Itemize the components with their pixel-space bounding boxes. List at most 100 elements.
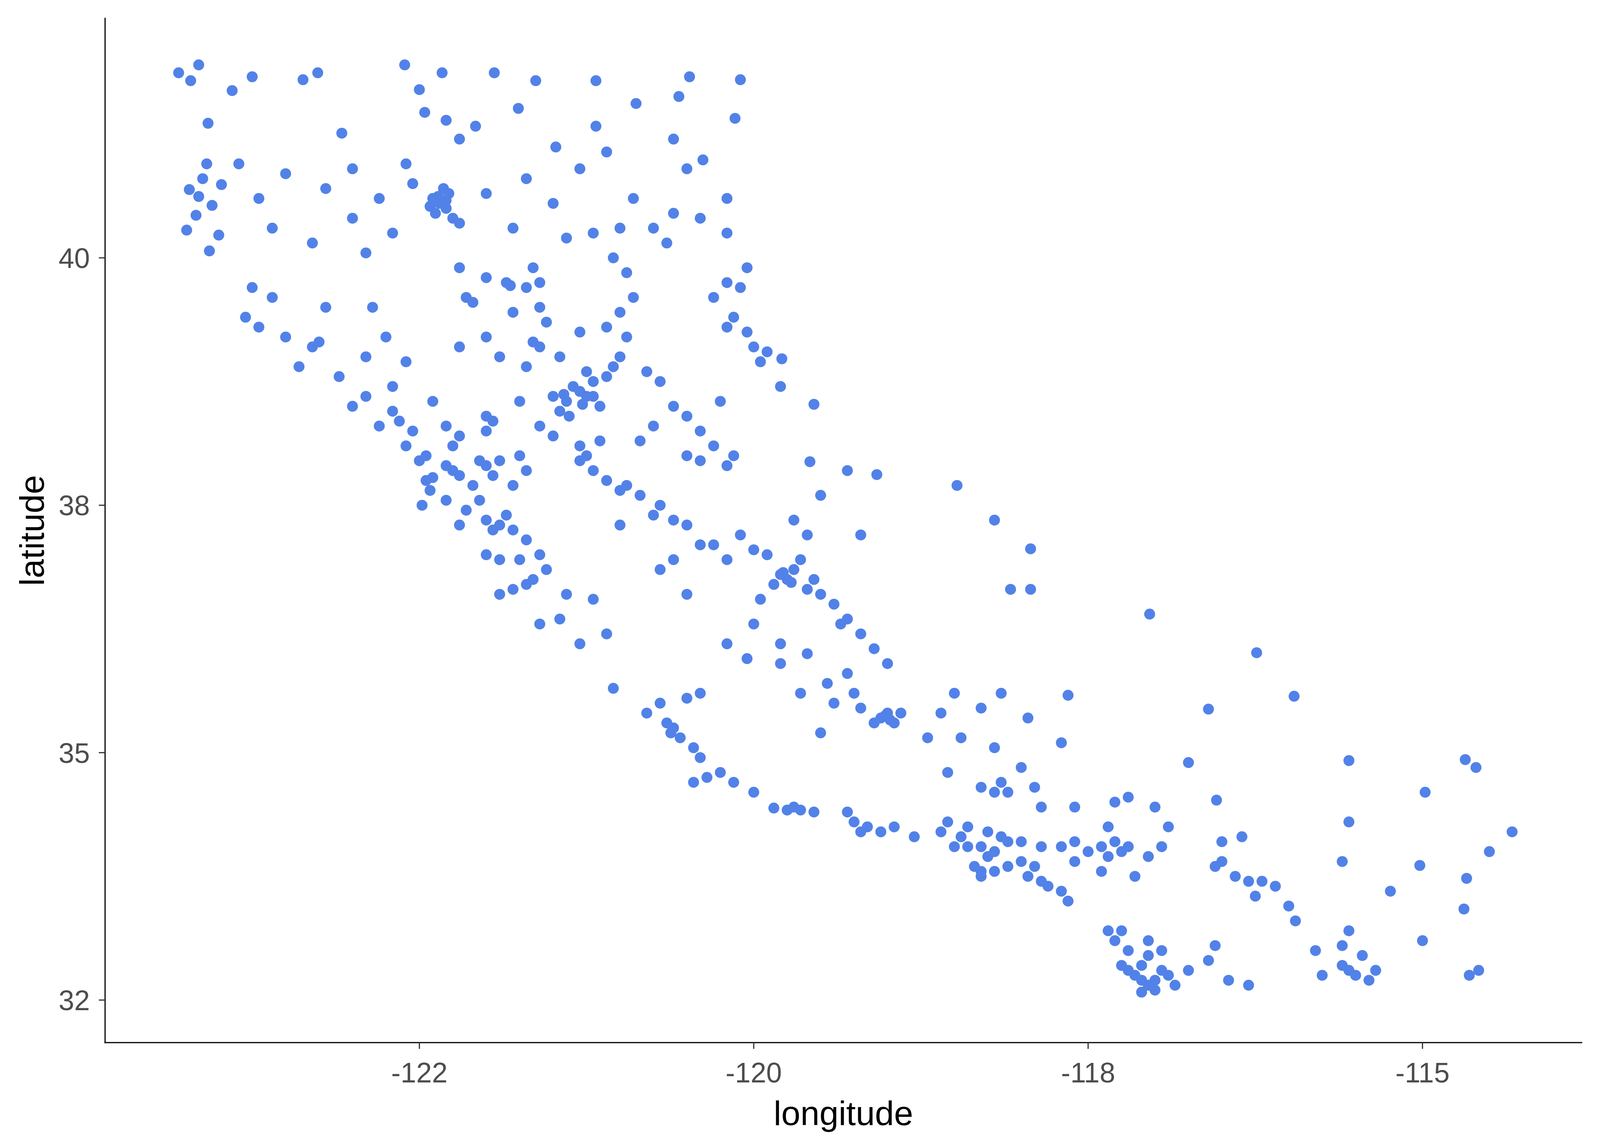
point [681,410,693,422]
point [202,117,214,129]
point [488,67,500,79]
point [507,524,519,536]
point [547,430,559,442]
point [1417,935,1429,947]
point [201,158,213,170]
point [1015,836,1027,848]
point [521,465,533,477]
x-tick-label: -118 [1060,1057,1116,1089]
x-tick [418,1042,420,1049]
point [1343,816,1355,828]
point [982,826,994,838]
point [775,658,786,670]
point [761,549,773,561]
point [728,776,740,788]
point [560,588,572,600]
point [560,232,572,244]
point [1419,786,1431,798]
point [634,435,646,447]
point [721,227,733,239]
point [951,480,963,492]
point [460,504,472,516]
point [1162,969,1174,981]
point [681,588,693,600]
point [547,198,559,209]
point [701,771,713,783]
point [1470,762,1482,774]
point [480,514,492,526]
point [567,380,579,392]
point [1149,974,1161,986]
point [607,361,619,373]
point [1343,755,1355,767]
point [1216,855,1228,867]
point [775,380,786,392]
point [453,262,465,274]
point [307,237,318,249]
point [935,707,947,719]
point [1029,860,1041,872]
point [665,727,677,739]
point [514,450,525,462]
point [514,554,525,566]
point [1142,851,1154,863]
point [1483,846,1495,858]
point [871,469,883,481]
point [1414,860,1426,872]
point [714,395,726,407]
point [768,802,780,814]
point [1461,873,1473,884]
point [908,831,920,843]
point [688,742,700,754]
point [1109,796,1121,808]
point [360,247,372,259]
point [681,692,693,704]
point [1035,841,1047,852]
point [206,200,218,211]
point [1350,969,1361,981]
point [574,163,586,175]
point [514,395,525,407]
point [407,178,419,190]
point [297,74,309,86]
point [1251,647,1263,659]
point [895,707,907,719]
point [801,583,813,595]
point [480,549,492,561]
point [534,618,546,630]
point [436,67,448,79]
point [512,103,524,115]
point [1156,944,1168,956]
point [373,192,385,204]
background [0,0,1600,1143]
point [521,534,533,546]
point [1096,866,1108,877]
point [507,306,519,318]
point [815,727,827,739]
y-tick-label: 38 [58,489,90,522]
point [193,59,205,71]
point [246,71,258,83]
point [320,183,332,195]
point [1122,791,1134,803]
point [427,395,439,407]
point [574,638,586,650]
point [975,841,987,852]
point [480,187,492,199]
point [1203,703,1215,715]
point [1156,841,1168,852]
point [312,67,324,79]
point [694,751,706,763]
point [387,227,399,239]
point [1142,950,1154,961]
point [661,237,673,249]
point [748,786,760,798]
point [804,456,816,468]
point [581,450,593,462]
point [487,524,499,536]
point [574,326,586,338]
point [1069,836,1081,848]
point [601,371,613,383]
point [253,321,265,333]
point [1109,935,1121,947]
